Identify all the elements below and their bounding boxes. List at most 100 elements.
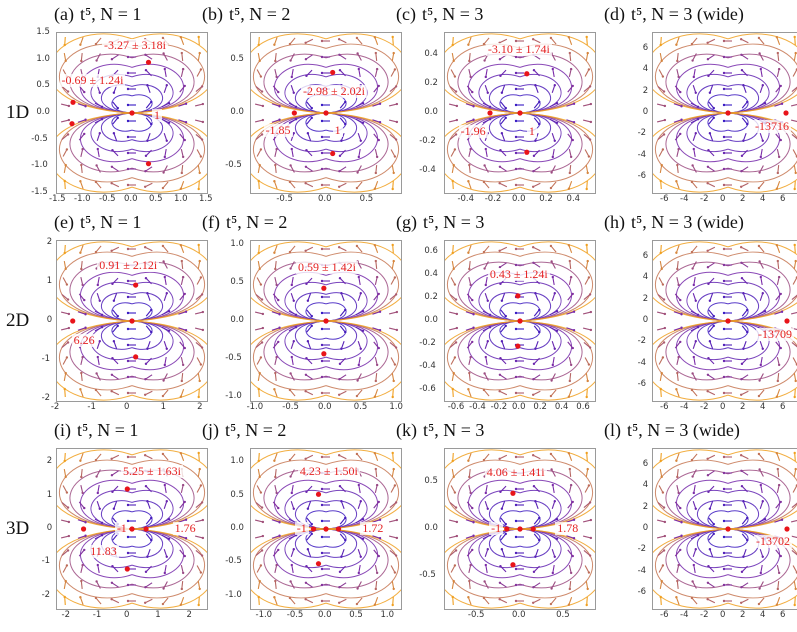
field-arrowhead <box>179 452 183 455</box>
field-arrow <box>288 534 297 540</box>
field-arrow <box>499 262 507 268</box>
field-arrowhead <box>779 138 782 142</box>
field-arrow <box>179 549 186 557</box>
field-arrowhead <box>395 328 399 332</box>
field-arrowhead <box>471 548 474 552</box>
row-label-2d: 2D <box>6 310 30 331</box>
field-arrowhead <box>161 452 165 456</box>
field-arrowhead <box>198 467 201 471</box>
field-arrowhead <box>320 295 324 299</box>
field-arrowhead <box>453 491 457 494</box>
field-arrowhead <box>549 452 553 456</box>
field-arrow <box>449 342 457 348</box>
field-arrowhead <box>81 147 84 151</box>
fixed-point <box>315 561 322 567</box>
field-arrowhead <box>198 51 201 55</box>
field-arrowhead <box>761 292 764 295</box>
field-arrowhead <box>553 555 556 558</box>
field-arrow <box>357 581 362 589</box>
field-arrow <box>551 581 556 589</box>
field-arrow <box>111 598 120 604</box>
field-arrowhead <box>95 475 98 478</box>
field-arrowhead <box>587 571 591 574</box>
field-arrow <box>163 549 168 557</box>
field-arrowhead <box>79 596 82 599</box>
panel-k: (k) t⁵, N = 3 4.06 ± 1.41i -1 1.78 -0.5 0.0 0.5… <box>396 420 598 626</box>
fixed-point <box>510 562 516 568</box>
field-arrow <box>178 535 187 539</box>
field-arrowhead <box>758 260 761 263</box>
field-arrow <box>289 597 296 605</box>
field-arrowhead <box>500 507 504 510</box>
field-arrow <box>163 133 168 141</box>
field-arrowhead <box>95 164 98 167</box>
field-arrow <box>256 277 262 285</box>
field-arrowhead <box>659 387 662 391</box>
field-arrowhead <box>467 596 470 599</box>
field-arrowhead <box>740 469 743 473</box>
field-arrowhead <box>467 388 470 391</box>
field-arrow <box>273 597 278 605</box>
field-arrowhead <box>739 185 743 188</box>
point-label: -13709 <box>756 326 794 341</box>
field-arrow <box>585 372 589 382</box>
field-arrowhead <box>568 587 572 591</box>
field-arrowhead <box>144 362 148 366</box>
field-arrowhead <box>534 347 537 350</box>
field-arrow <box>741 533 748 541</box>
field-arrowhead <box>660 371 663 375</box>
field-arrowhead <box>337 393 341 396</box>
field-arrow <box>374 37 379 45</box>
field-arrowhead <box>111 564 114 568</box>
field-arrowhead <box>304 598 307 601</box>
field-arrow <box>198 452 200 462</box>
field-arrow <box>389 134 397 140</box>
field-arrow <box>742 341 747 349</box>
field-arrowhead <box>126 391 130 395</box>
field-arrowhead <box>677 147 680 151</box>
field-arrow <box>658 69 664 77</box>
field-arrowhead <box>126 247 130 251</box>
field-arrowhead <box>310 106 313 110</box>
x-tick-label: 0.0 <box>318 194 332 204</box>
field-arrowhead <box>65 491 69 494</box>
field-arrowhead <box>692 283 695 287</box>
field-arrowhead <box>310 324 313 328</box>
field-arrowhead <box>356 587 359 590</box>
panel-e: (e) t⁵, N = 1 0.91 ± 2.12i 6.26 -2 -1 0 1 2 2 1 0 -1… <box>8 212 210 418</box>
field-arrow <box>97 148 100 158</box>
field-arrow <box>566 311 575 315</box>
field-arrowhead <box>94 180 98 184</box>
field-arrow <box>80 468 83 478</box>
field-arrowhead <box>305 282 308 286</box>
field-arrowhead <box>126 359 130 363</box>
field-arrow <box>568 148 572 158</box>
field-arrowhead <box>163 483 166 487</box>
field-arrow <box>306 325 313 333</box>
field-arrow <box>61 550 69 556</box>
field-arrowhead <box>454 298 458 301</box>
field-arrowhead <box>471 90 474 94</box>
field-arrowhead <box>378 121 382 124</box>
field-arrow <box>63 372 67 382</box>
y-tick-label: -0.5 <box>419 570 436 581</box>
field-arrow <box>691 181 698 189</box>
field-arrowhead <box>514 151 518 155</box>
field-arrow <box>112 277 119 285</box>
field-arrow <box>550 181 557 189</box>
field-arrow <box>274 564 278 574</box>
field-arrow <box>792 277 797 285</box>
field-arrowhead <box>586 587 589 591</box>
field-arrow <box>340 293 345 301</box>
field-arrowhead <box>392 379 395 383</box>
field-arrow <box>708 277 715 285</box>
field-arrow <box>62 485 68 493</box>
field-arrowhead <box>696 325 700 329</box>
panel-j: (j) t⁵, N = 2 4.23 ± 1.50i -1 1.72 -1.0 -0.5 0.… <box>202 420 404 626</box>
field-arrow <box>145 117 152 125</box>
field-arrowhead <box>679 340 682 344</box>
field-arrow <box>161 518 170 524</box>
field-arrowhead <box>391 451 394 455</box>
field-arrow <box>289 181 296 189</box>
panel-letter: (f) <box>202 212 220 232</box>
